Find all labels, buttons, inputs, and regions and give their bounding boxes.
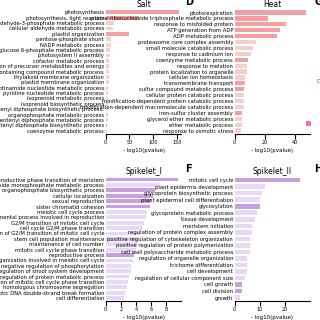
Bar [235,28,280,32]
Bar [106,32,129,36]
Bar [235,230,252,235]
Title: Salt: Salt [136,0,151,9]
Bar [235,123,242,127]
Bar [235,178,300,182]
Bar [106,291,125,295]
Bar [235,16,268,20]
Bar [106,199,151,203]
Bar [235,64,247,68]
Bar [106,37,111,41]
Bar [235,276,245,280]
Bar [235,111,242,115]
Bar [106,210,147,214]
Bar [235,217,255,221]
Bar [235,263,247,267]
Bar [106,204,149,208]
Bar [106,97,108,100]
Bar [235,76,245,80]
Bar [106,129,108,133]
Title: Spikelet_II: Spikelet_II [253,167,292,176]
Bar [235,129,241,132]
Bar [106,108,108,111]
Bar [235,87,244,91]
Bar [235,295,240,300]
Bar [235,69,247,74]
Bar [106,43,111,46]
Text: H: H [314,164,320,174]
Bar [106,215,146,219]
Bar [235,282,242,287]
Bar [235,223,252,228]
Bar [235,11,306,15]
Bar [235,93,244,97]
Bar [106,124,108,127]
Bar [235,52,251,56]
Bar [235,40,256,44]
Bar [235,46,253,50]
Text: D: D [185,0,193,7]
Bar [235,250,250,254]
Bar [106,70,109,74]
Bar [106,188,155,192]
Bar [235,99,244,103]
Bar [106,280,128,284]
Bar [235,105,244,109]
X-axis label: - log10(pvalue): - log10(pvalue) [123,315,164,320]
Text: DNA: DNA [316,79,320,84]
Bar [106,27,113,30]
Bar [235,211,257,215]
X-axis label: - log10(pvalue): - log10(pvalue) [123,148,164,153]
Bar [106,264,132,268]
Bar [235,197,260,202]
Bar [106,253,134,257]
Bar [106,194,153,198]
Bar [106,226,142,230]
Bar [106,232,140,235]
Bar [235,58,248,62]
Bar [235,81,245,85]
Bar [106,118,108,122]
Bar [106,296,124,300]
Title: Heat: Heat [263,0,282,9]
Bar [106,75,109,79]
Bar [106,91,108,95]
Bar [235,289,242,293]
Bar [106,285,127,289]
Text: G: G [314,0,320,7]
Bar [235,184,265,189]
Bar [106,21,114,25]
Bar [106,53,110,57]
Bar [106,248,136,252]
Bar [235,34,277,38]
Bar [106,102,108,106]
Bar [235,204,260,209]
Bar [106,259,133,262]
Bar [106,269,131,273]
Bar [106,11,179,14]
Bar [106,178,178,181]
Bar [106,275,129,278]
Bar [235,256,247,261]
Text: F: F [185,164,192,174]
Bar [235,269,247,274]
Bar [106,237,138,241]
Bar [235,117,242,121]
X-axis label: - log10(pvalue): - log10(pvalue) [252,148,293,153]
Bar [106,242,138,246]
Bar [235,22,286,27]
Bar [235,191,262,196]
Title: Spikelet_I: Spikelet_I [125,167,162,176]
Bar [106,64,109,68]
Bar [106,59,109,63]
Bar [106,183,159,187]
Bar [106,221,144,225]
Bar [235,236,250,241]
X-axis label: - log10(pvalue): - log10(pvalue) [252,315,293,320]
Bar [235,243,250,248]
Bar [106,48,110,52]
Bar [106,86,108,90]
Bar [106,80,109,84]
Bar [106,113,108,116]
Bar [106,16,139,20]
